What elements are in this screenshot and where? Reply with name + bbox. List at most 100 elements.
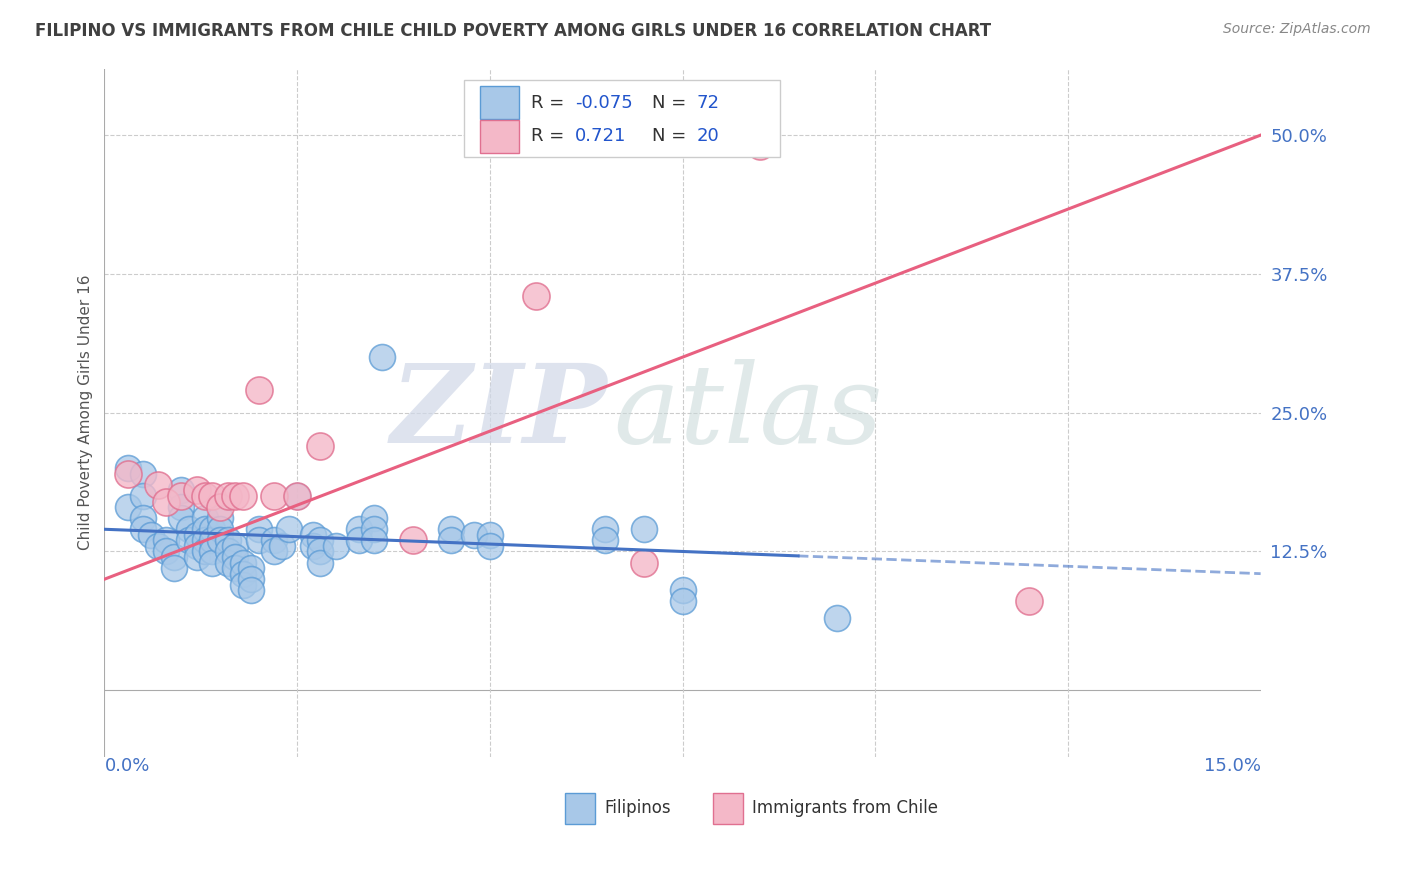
Point	[194, 533, 217, 548]
Text: -0.075: -0.075	[575, 94, 633, 112]
Point	[232, 556, 254, 570]
Point	[148, 539, 170, 553]
Point	[440, 522, 463, 536]
Point	[194, 511, 217, 525]
Point	[201, 556, 224, 570]
Point	[232, 489, 254, 503]
Text: atlas: atlas	[613, 359, 883, 467]
Point	[247, 384, 270, 398]
Point	[170, 511, 193, 525]
Point	[633, 522, 655, 536]
Point	[247, 533, 270, 548]
Point	[194, 489, 217, 503]
Point	[194, 544, 217, 558]
Point	[347, 533, 370, 548]
Point	[179, 533, 201, 548]
Text: ZIP: ZIP	[391, 359, 607, 467]
Point	[201, 489, 224, 503]
Point	[217, 533, 239, 548]
Point	[301, 528, 323, 542]
Point	[155, 544, 177, 558]
Point	[278, 522, 301, 536]
Text: FILIPINO VS IMMIGRANTS FROM CHILE CHILD POVERTY AMONG GIRLS UNDER 16 CORRELATION: FILIPINO VS IMMIGRANTS FROM CHILE CHILD …	[35, 22, 991, 40]
Point	[163, 549, 186, 564]
Point	[117, 500, 139, 514]
Point	[671, 583, 693, 598]
Point	[363, 533, 385, 548]
Point	[208, 500, 231, 514]
Point	[371, 350, 394, 364]
Point	[186, 549, 208, 564]
Text: 0.721: 0.721	[575, 128, 626, 145]
Point	[217, 544, 239, 558]
Point	[263, 533, 285, 548]
Point	[132, 511, 155, 525]
Point	[524, 289, 547, 303]
Text: R =: R =	[531, 128, 569, 145]
Point	[633, 556, 655, 570]
Point	[132, 522, 155, 536]
FancyBboxPatch shape	[713, 793, 742, 823]
Text: Source: ZipAtlas.com: Source: ZipAtlas.com	[1223, 22, 1371, 37]
Point	[224, 549, 246, 564]
Point	[148, 478, 170, 492]
Point	[347, 522, 370, 536]
Point	[239, 561, 262, 575]
Point	[363, 511, 385, 525]
Point	[224, 489, 246, 503]
Point	[139, 528, 162, 542]
Point	[201, 522, 224, 536]
FancyBboxPatch shape	[481, 86, 519, 120]
Point	[232, 566, 254, 581]
Point	[363, 522, 385, 536]
Point	[440, 533, 463, 548]
Point	[325, 539, 347, 553]
Point	[132, 489, 155, 503]
Point	[170, 500, 193, 514]
Point	[186, 539, 208, 553]
Point	[748, 139, 770, 153]
Point	[170, 489, 193, 503]
Point	[285, 489, 308, 503]
FancyBboxPatch shape	[481, 120, 519, 153]
Point	[825, 611, 848, 625]
Point	[208, 533, 231, 548]
Point	[201, 544, 224, 558]
Y-axis label: Child Poverty Among Girls Under 16: Child Poverty Among Girls Under 16	[79, 275, 93, 550]
Point	[217, 556, 239, 570]
Text: Immigrants from Chile: Immigrants from Chile	[752, 799, 938, 817]
Text: Filipinos: Filipinos	[605, 799, 671, 817]
Point	[132, 467, 155, 481]
Point	[155, 494, 177, 508]
Point	[217, 489, 239, 503]
Point	[1018, 594, 1040, 608]
Point	[309, 544, 332, 558]
Point	[117, 467, 139, 481]
Point	[247, 522, 270, 536]
Point	[309, 439, 332, 453]
Text: N =: N =	[652, 94, 692, 112]
Point	[402, 533, 425, 548]
Point	[285, 489, 308, 503]
Point	[595, 522, 617, 536]
Point	[224, 539, 246, 553]
Point	[263, 489, 285, 503]
FancyBboxPatch shape	[565, 793, 595, 823]
Text: N =: N =	[652, 128, 692, 145]
Point	[309, 533, 332, 548]
Point	[239, 572, 262, 586]
Point	[155, 533, 177, 548]
Point	[595, 533, 617, 548]
Point	[239, 583, 262, 598]
Point	[117, 461, 139, 475]
Point	[208, 511, 231, 525]
Point	[224, 561, 246, 575]
Point	[163, 561, 186, 575]
Point	[170, 483, 193, 498]
Point	[478, 528, 501, 542]
Point	[478, 539, 501, 553]
Point	[208, 522, 231, 536]
FancyBboxPatch shape	[464, 79, 780, 157]
Point	[671, 594, 693, 608]
Point	[309, 556, 332, 570]
